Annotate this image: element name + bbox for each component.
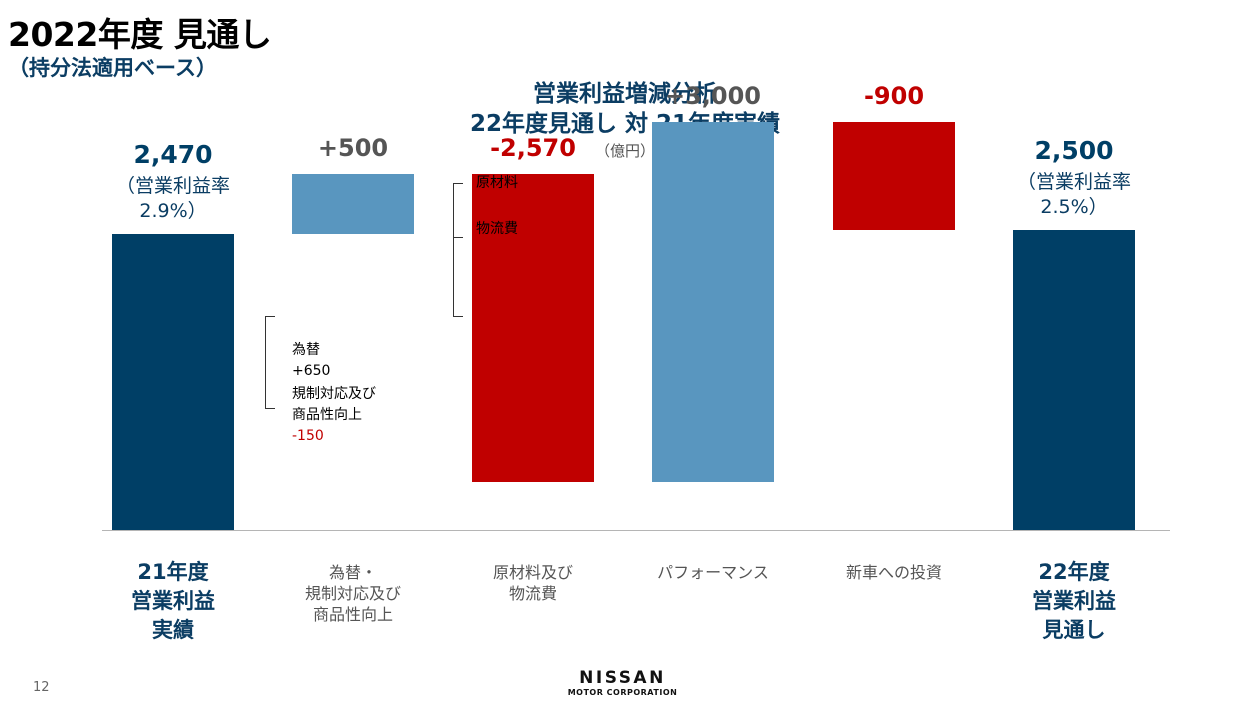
chart-baseline: [102, 530, 1170, 531]
category-label-line: 21年度: [137, 560, 209, 584]
breakdown-raw-materials: 原材料 -2,120: [476, 173, 521, 215]
materials-breakdown-bracket: [453, 183, 454, 316]
nissan-logo: NISSAN: [579, 668, 666, 688]
breakdown-fx: 為替 +650: [292, 340, 330, 382]
waterfall-bar: [652, 122, 774, 482]
profit-margin-label: （営業利益率 2.5%）: [984, 170, 1164, 220]
bar-value-label: +3,000: [664, 82, 762, 110]
breakdown-raw-materials-value: -2,120: [476, 196, 522, 212]
materials-breakdown-bracket-tick: [453, 316, 463, 317]
bar-value-label: -2,570: [490, 133, 576, 162]
category-label-line: 見通し: [1042, 618, 1106, 642]
breakdown-regulation-label: 規制対応及び: [292, 386, 376, 402]
bar-value-label: -900: [863, 82, 925, 110]
breakdown-logistics-label: 物流費: [476, 221, 518, 237]
page-number: 12: [33, 680, 50, 695]
category-label: 21年度営業利益実績: [83, 558, 263, 645]
breakdown-regulation: 規制対応及び 商品性向上 -150: [292, 384, 376, 447]
category-label-line: パフォーマンス: [657, 563, 769, 582]
bar-value-label: 2,500: [1034, 136, 1114, 165]
profit-margin-line: 2.5%）: [1040, 196, 1108, 218]
category-label: 原材料及び 物流費: [443, 562, 623, 604]
breakdown-logistics: 物流費 -450: [476, 219, 518, 261]
materials-breakdown-bracket-tick: [453, 183, 463, 184]
category-label-line: 物流費: [508, 584, 557, 603]
breakdown-fx-label: 為替: [292, 342, 320, 358]
category-label-line: 規制対応及び: [304, 584, 401, 603]
category-label-line: 営業利益: [1032, 589, 1116, 613]
bar-value-label: +500: [317, 133, 389, 162]
category-label: 22年度営業利益見通し: [984, 558, 1164, 645]
chart-subtitle: 22年度見通し 対 21年度実績: [469, 111, 781, 137]
chart-title: 営業利益増減分析: [533, 81, 717, 107]
breakdown-regulation-label: 商品性向上: [292, 407, 362, 423]
category-label-line: 為替・: [328, 563, 377, 582]
waterfall-bar: [472, 173, 594, 482]
waterfall-bar: [1013, 230, 1135, 530]
category-label-line: 営業利益: [131, 589, 215, 613]
category-label-line: 実績: [152, 618, 194, 642]
profit-margin-line: 2.9%）: [139, 199, 207, 222]
profit-margin-line: （営業利益率: [1016, 171, 1131, 193]
category-label: パフォーマンス: [623, 562, 803, 583]
breakdown-fx-value: +650: [292, 363, 331, 379]
breakdown-raw-materials-label: 原材料: [476, 175, 518, 191]
fx-breakdown-bracket: [265, 316, 266, 408]
unit-label: （億円）: [594, 142, 655, 160]
nissan-logo-subtitle: MOTOR CORPORATION: [567, 688, 678, 697]
bar-value-label: 2,470: [133, 139, 213, 169]
materials-breakdown-bracket-tick: [453, 237, 463, 238]
breakdown-regulation-value: -150: [292, 428, 324, 444]
waterfall-bar: [112, 233, 234, 530]
page-subtitle: （持分法適用ベース）: [8, 56, 217, 80]
fx-breakdown-bracket-tick: [265, 316, 275, 317]
category-label: 新車への投資: [804, 562, 984, 583]
page-title: 2022年度 見通し: [8, 15, 272, 54]
category-label-line: 新車への投資: [845, 563, 942, 582]
waterfall-bar: [292, 173, 414, 234]
category-label-line: 22年度: [1038, 560, 1110, 584]
category-label-line: 商品性向上: [312, 605, 393, 624]
category-label-line: 原材料及び: [492, 563, 573, 582]
profit-margin-line: （営業利益率: [115, 174, 230, 197]
category-label: 為替・規制対応及び 商品性向上: [263, 562, 443, 625]
fx-breakdown-bracket-tick: [265, 408, 275, 409]
profit-margin-label: （営業利益率 2.9%）: [83, 174, 263, 224]
breakdown-logistics-value: -450: [476, 242, 508, 258]
waterfall-bar: [833, 122, 955, 230]
